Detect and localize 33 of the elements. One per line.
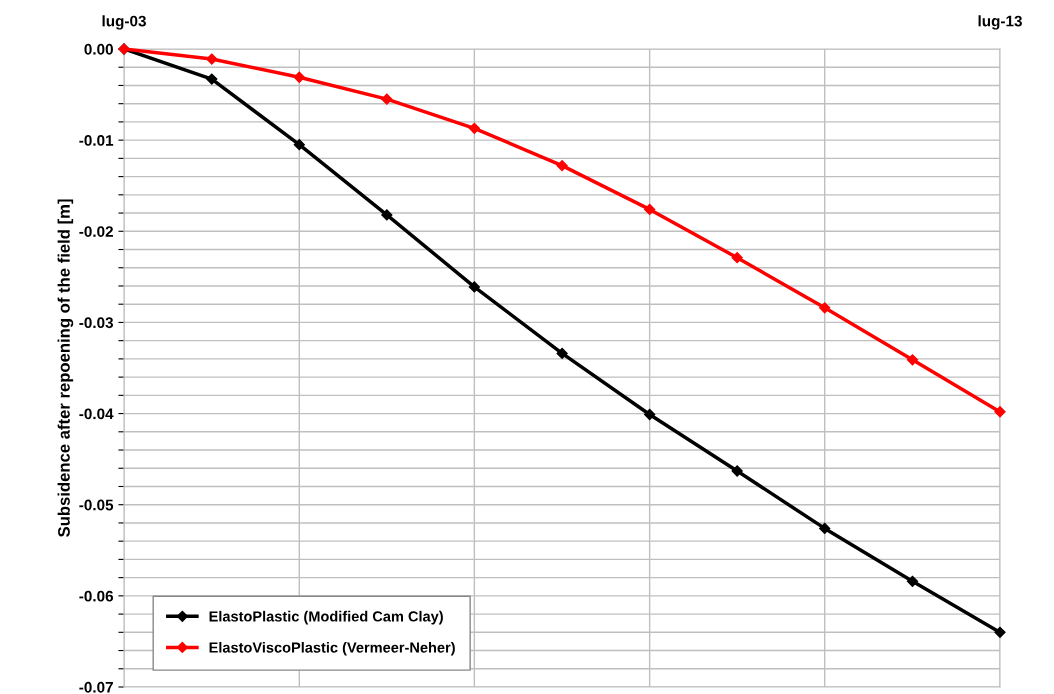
point (381, 209, 393, 221)
point (206, 73, 218, 85)
point (206, 53, 218, 65)
y-tick-label: -0.06 (79, 590, 114, 602)
point (293, 139, 305, 151)
y-tick-label: 0.00 (84, 43, 113, 55)
point (994, 406, 1006, 418)
point (644, 203, 656, 216)
y-tick-label: -0.03 (79, 317, 114, 329)
point (644, 408, 656, 421)
point (381, 93, 393, 105)
y-tick-label: -0.02 (79, 226, 113, 237)
point (819, 302, 831, 314)
legend-label: ElastoPlastic (Modified Cam Clay) (209, 610, 443, 625)
point (556, 160, 568, 172)
y-tick-label: -0.01 (79, 135, 114, 146)
point (819, 522, 831, 535)
point (906, 354, 919, 366)
y-axis-title: Subsidence after repoening of the field [m] (57, 199, 74, 537)
point (731, 465, 743, 477)
point (468, 281, 480, 293)
point (468, 122, 480, 134)
point (906, 575, 919, 587)
x-tick-label: lug-13 (978, 15, 1022, 30)
point (994, 626, 1006, 638)
point (731, 252, 743, 264)
point (556, 347, 568, 360)
point (293, 71, 305, 83)
y-tick-label: -0.07 (79, 681, 113, 693)
y-tick-label: -0.04 (79, 408, 114, 420)
y-tick-label: -0.05 (79, 499, 114, 511)
legend-label: ElastoViscoPlastic (Vermeer-Neher) (209, 641, 455, 656)
x-tick-label: lug-03 (102, 15, 146, 30)
